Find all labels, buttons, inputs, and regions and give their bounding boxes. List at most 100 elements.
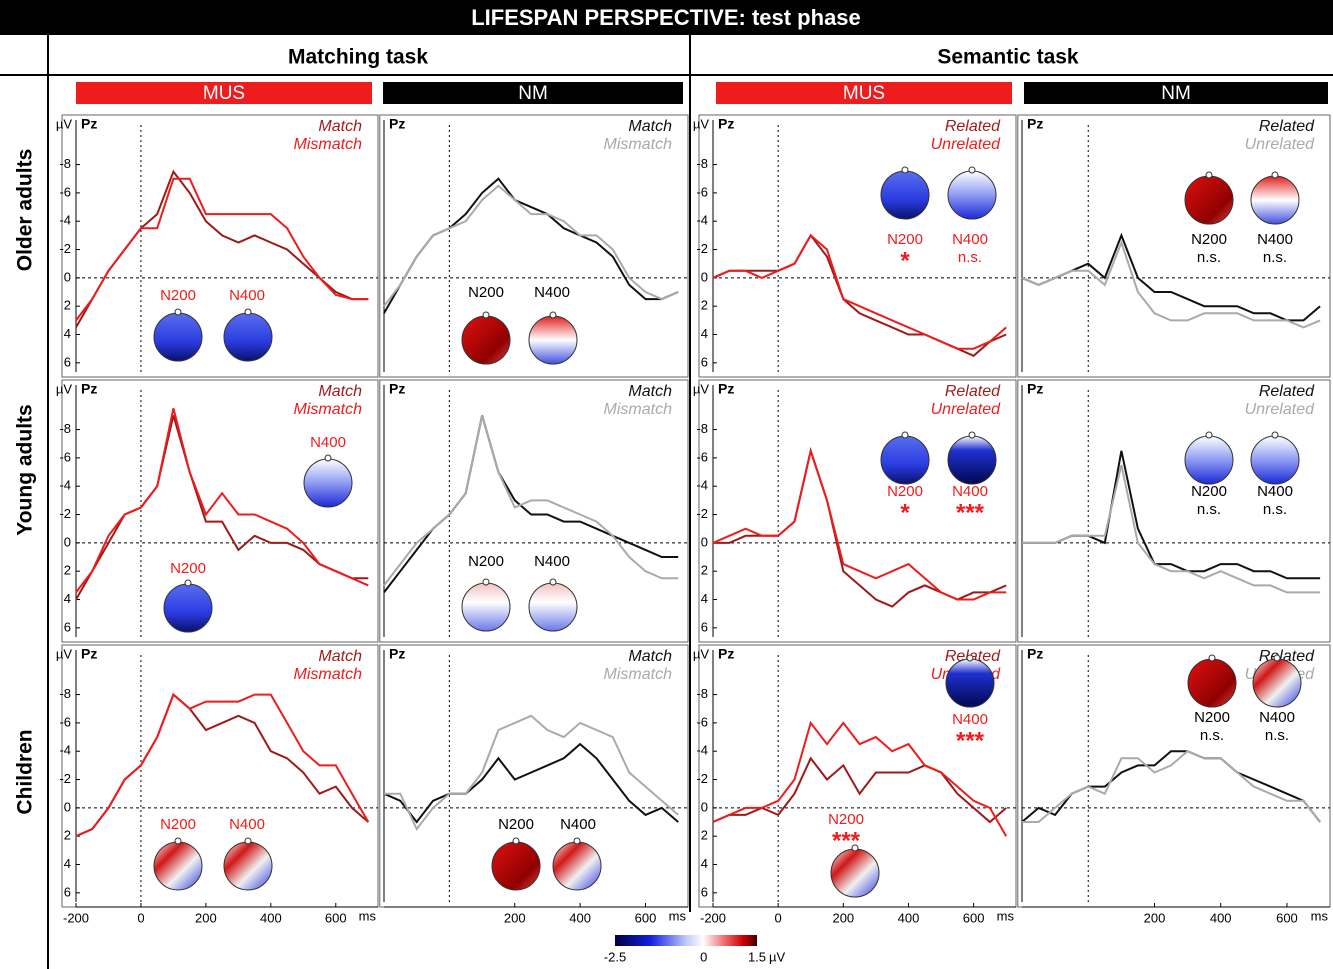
- topo-nose: [1271, 431, 1279, 439]
- legend-entry: Match: [628, 118, 672, 135]
- y-tick-label: 0: [64, 799, 71, 814]
- topo-map: [153, 312, 203, 362]
- x-tick-label: -200: [700, 910, 726, 925]
- topo-map: [223, 312, 273, 362]
- y-tick-label: -4: [696, 213, 708, 228]
- topo-map: [947, 170, 997, 220]
- legend-entry: Match: [628, 383, 672, 400]
- significance: n.s.: [1263, 249, 1287, 266]
- component-label: N400: [1257, 483, 1293, 500]
- electrode-label: Pz: [718, 116, 734, 132]
- topo-nose: [549, 578, 557, 586]
- y-tick-label: -2: [696, 241, 708, 256]
- electrode-label: Pz: [389, 116, 405, 132]
- topo-map: [947, 435, 997, 485]
- component-label: N200: [160, 287, 196, 304]
- electrode-label: Pz: [1027, 646, 1043, 662]
- topo-map: [1184, 175, 1234, 225]
- x-tick-label: 600: [635, 910, 657, 925]
- topo-nose: [482, 578, 490, 586]
- topo-nose: [174, 308, 182, 316]
- y-tick-label: 0: [701, 534, 708, 549]
- topo-map: [303, 458, 353, 508]
- y-tick-label: -8: [696, 686, 708, 701]
- erp-line: [1022, 750, 1321, 823]
- topo-map: [945, 658, 995, 708]
- condition-bar: [716, 82, 1012, 104]
- panel-frame: [1017, 379, 1331, 643]
- topo-map: [528, 582, 578, 632]
- group-label: Young adults: [14, 404, 37, 535]
- condition-label: MUS: [203, 83, 245, 104]
- topo-nose: [174, 837, 182, 845]
- task-title: Semantic task: [937, 46, 1079, 69]
- component-label: N200: [170, 560, 206, 577]
- y-tick-label: 6: [701, 884, 708, 899]
- y-tick-label: 0: [701, 799, 708, 814]
- panel-frame: [379, 379, 689, 643]
- y-tick-label: -6: [696, 184, 708, 199]
- colorbar-tick-label: 0: [700, 949, 707, 964]
- legend-entry: Related: [1259, 118, 1315, 135]
- y-tick-label: -4: [59, 213, 71, 228]
- topo-map: [1252, 658, 1302, 708]
- legend-entry: Related: [945, 118, 1001, 135]
- topo-nose: [968, 166, 976, 174]
- significance: ***: [956, 727, 985, 754]
- x-unit: ms: [669, 908, 687, 923]
- legend-entry: Related: [945, 383, 1001, 400]
- group-label: Older adults: [14, 149, 37, 272]
- y-unit: µV: [56, 116, 72, 131]
- significance: n.s.: [1197, 249, 1221, 266]
- topo-map: [830, 848, 880, 898]
- topo-nose: [1205, 431, 1213, 439]
- x-tick-label: 200: [832, 910, 854, 925]
- legend-entry: Match: [318, 648, 362, 665]
- erp-line: [383, 184, 679, 307]
- panel-frame: [698, 379, 1017, 643]
- y-tick-label: -2: [59, 241, 71, 256]
- erp-line: [75, 177, 369, 322]
- topo-nose: [901, 166, 909, 174]
- y-unit: µV: [56, 646, 72, 661]
- y-tick-label: -2: [696, 506, 708, 521]
- legend-entry: Unrelated: [1245, 136, 1315, 153]
- topo-map: [1250, 435, 1300, 485]
- component-label: N400: [952, 483, 988, 500]
- component-label: N400: [952, 711, 988, 728]
- erp-line: [75, 692, 370, 838]
- topo-map: [163, 583, 213, 633]
- y-tick-label: 0: [64, 534, 71, 549]
- panel-frame: [1017, 114, 1331, 378]
- component-label: N200: [887, 231, 923, 248]
- y-tick-label: -6: [696, 449, 708, 464]
- y-tick-label: -6: [696, 714, 708, 729]
- header-bar: [0, 0, 1333, 35]
- erp-line: [712, 447, 1007, 601]
- y-tick-label: 2: [701, 298, 708, 313]
- component-label: N400: [534, 284, 570, 301]
- topo-nose: [968, 431, 976, 439]
- topo-map: [1187, 658, 1237, 708]
- topo-nose: [512, 837, 520, 845]
- significance: n.s.: [1200, 727, 1224, 744]
- component-label: N400: [952, 231, 988, 248]
- component-label: N200: [468, 284, 504, 301]
- topo-map: [880, 435, 930, 485]
- y-tick-label: 2: [701, 563, 708, 578]
- y-tick-label: -4: [59, 743, 71, 758]
- y-tick-label: 6: [701, 354, 708, 369]
- legend-entry: Related: [1259, 383, 1315, 400]
- legend-entry: Unrelated: [931, 401, 1001, 418]
- condition-bar: [76, 82, 372, 104]
- topo-nose: [573, 837, 581, 845]
- erp-line: [712, 720, 1008, 837]
- legend-entry: Mismatch: [294, 401, 363, 418]
- x-tick-label: 200: [504, 910, 526, 925]
- legend-entry: Mismatch: [604, 401, 673, 418]
- component-label: N400: [1257, 231, 1293, 248]
- y-tick-label: -6: [59, 714, 71, 729]
- topo-nose: [901, 431, 909, 439]
- component-label: N200: [160, 816, 196, 833]
- erp-line: [384, 714, 679, 832]
